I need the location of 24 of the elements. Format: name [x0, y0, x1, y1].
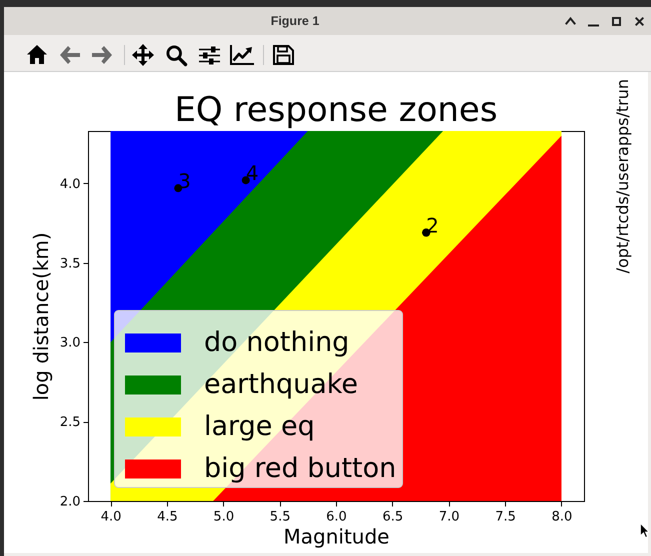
y-tick-label: 3.0	[60, 336, 80, 351]
x-axis-title: Magnitude	[284, 524, 390, 548]
x-tick-label: 8.0	[552, 510, 572, 524]
x-tick-label: 7.0	[438, 510, 460, 524]
legend-label: do nothing	[204, 327, 350, 358]
x-tick-label: 4.5	[157, 510, 178, 524]
caption: Figure 1	[270, 14, 320, 28]
x-tick-label: 7.5	[495, 510, 516, 524]
x-tick-label: 6.5	[382, 510, 404, 524]
y-axis-title: log distance(km)	[28, 232, 53, 401]
chart-title: EQ response zones	[174, 90, 498, 130]
annotation: 4	[246, 161, 259, 186]
y-tick-label: 3.5	[60, 256, 80, 272]
y-tick-label: 2.0	[60, 494, 80, 510]
legend-label: big red button	[204, 453, 396, 484]
x-tick-label: 5.5	[270, 510, 290, 524]
legend-label: large eq	[204, 411, 315, 442]
legend-label: earthquake	[204, 369, 358, 400]
y-tick-label: 2.5	[60, 415, 80, 430]
x-tick-label: 6.0	[326, 510, 347, 524]
x-tick-label: 5.0	[213, 510, 234, 524]
x-tick-label: 4.0	[100, 510, 122, 524]
text: /opt/rtcds/userapps/trun	[613, 78, 632, 273]
y-tick-label: 4.0	[60, 176, 80, 192]
